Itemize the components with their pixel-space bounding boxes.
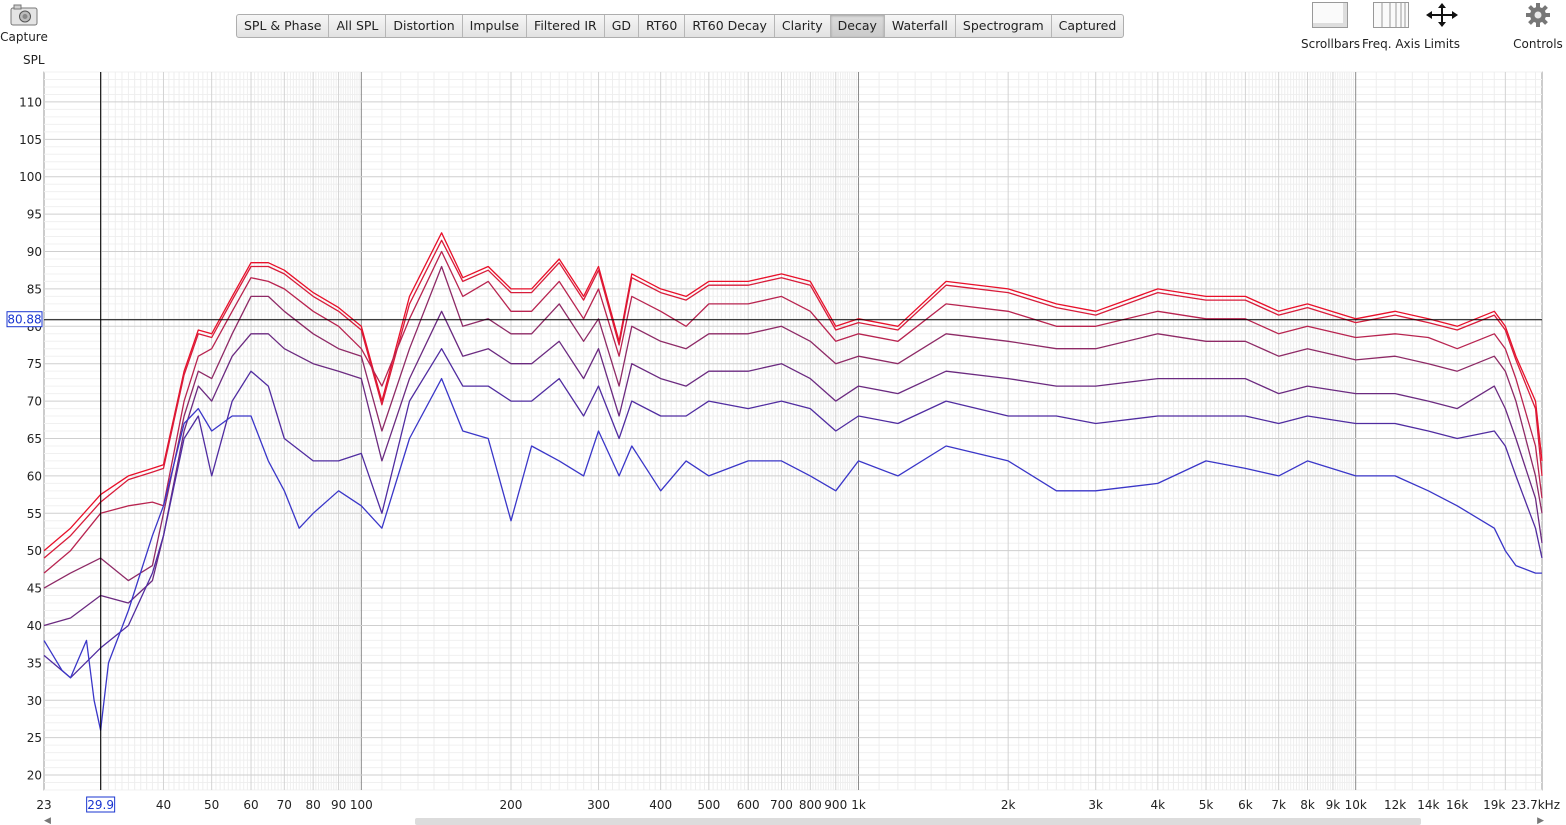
y-tick-label: 75 [27,357,42,371]
y-tick-label: 95 [27,208,42,222]
y-tick-label: 20 [27,769,42,783]
controls-label: Controls [1513,37,1563,51]
x-tick-label: 800 [799,798,822,812]
x-tick-label: 100 [350,798,373,812]
freq-axis-label: Freq. Axis [1362,37,1421,51]
freq-axis-button[interactable]: Freq. Axis [1362,2,1420,51]
x-tick-label: 5k [1199,798,1214,812]
decay-slice-line [43,377,1542,731]
x-tick-label: 70 [277,798,292,812]
decay-slice-line [43,232,1543,552]
x-tick-label: 50 [204,798,219,812]
scroll-left-arrow-icon[interactable]: ◀ [44,816,51,825]
x-tick-label: 400 [649,798,672,812]
x-tick-label: 500 [697,798,720,812]
y-tick-label: 70 [27,395,42,409]
limits-button[interactable]: Limits [1420,2,1464,51]
tab-rt60[interactable]: RT60 [639,15,686,37]
y-tick-label: 100 [19,170,42,184]
x-tick-label: 90 [331,798,346,812]
tab-all-spl[interactable]: All SPL [329,15,387,37]
y-tick-label: 45 [27,582,42,596]
decay-slice-line [43,265,1543,589]
tab-clarity[interactable]: Clarity [775,15,831,37]
x-tick-label: 7k [1271,798,1286,812]
x-tick-label: 200 [500,798,523,812]
y-axis-label: SPL [23,53,45,67]
x-tick-label: 19k [1483,798,1505,812]
capture-label: Capture [0,30,48,44]
x-tick-label: 40 [156,798,171,812]
tab-gd[interactable]: GD [605,15,640,37]
x-tick-label: 8k [1300,798,1315,812]
horizontal-scrollbar[interactable]: ◀ ▶ [44,815,1544,825]
x-tick-label: 6k [1238,798,1253,812]
scrollbars-toggle[interactable]: Scrollbars [1301,2,1361,51]
cursor-y-readout: 80.88 [7,313,41,327]
y-tick-label: 65 [27,432,42,446]
tab-rt60-decay[interactable]: RT60 Decay [685,15,775,37]
x-tick-label: 3k [1088,798,1103,812]
tab-captured[interactable]: Captured [1058,18,1117,33]
y-tick-label: 55 [27,507,42,521]
x-tick-label: 2k [1001,798,1016,812]
y-tick-label: 105 [19,133,42,147]
y-tick-label: 110 [19,95,42,109]
scroll-right-arrow-icon[interactable]: ▶ [1537,816,1544,825]
scrollbars-label: Scrollbars [1301,37,1361,51]
x-tick-label: 12k [1384,798,1406,812]
y-tick-label: 85 [27,282,42,296]
y-tick-label: 90 [27,245,42,259]
tab-impulse[interactable]: Impulse [463,15,528,37]
tab-filtered-ir[interactable]: Filtered IR [527,15,605,37]
y-tick-label: 35 [27,656,42,670]
x-tick-label: 700 [770,798,793,812]
x-tick-label: 23 [36,798,51,812]
scrollbars-icon [1312,2,1348,28]
decay-slice-line [43,239,1543,559]
cursor-x-readout: 29.9 [87,798,114,812]
y-tick-label: 30 [27,694,42,708]
tab-waterfall[interactable]: Waterfall [885,15,956,37]
tab-distortion[interactable]: Distortion [386,15,463,37]
decay-slice-line [43,348,1543,679]
cursor-y-readout-box [6,311,43,328]
tab-spl-phase[interactable]: SPL & Phase [237,15,330,37]
capture-button[interactable]: Capture [0,2,48,44]
decay-slice-line [43,310,1543,627]
y-tick-label: 25 [27,731,42,745]
x-tick-label: 14k [1417,798,1439,812]
y-tick-label: 50 [27,544,42,558]
x-tick-label: 300 [587,798,610,812]
x-tick-label: 1k [851,798,866,812]
x-tick-label: 9k [1326,798,1341,812]
x-tick-label: 4k [1151,798,1166,812]
cursor-x-readout-box [86,796,116,813]
decay-slice-line [43,250,1543,574]
limits-label: Limits [1424,37,1460,51]
y-tick-label: 40 [27,619,42,633]
x-tick-label: 60 [243,798,258,812]
x-tick-label: 600 [737,798,760,812]
limits-arrows-icon [1426,3,1458,27]
controls-button[interactable]: Controls [1512,2,1564,51]
x-tick-label: 23.7kHz [1511,798,1560,812]
tab-spectrogram[interactable]: Spectrogram [956,15,1052,37]
camera-icon [10,4,38,26]
freq-axis-icon [1373,2,1409,28]
x-tick-label: 10k [1345,798,1367,812]
decay-series-group [43,232,1543,731]
x-tick-label: 900 [824,798,847,812]
gear-icon [1526,3,1550,27]
scrollbar-thumb[interactable] [415,818,1421,825]
x-tick-label: 16k [1446,798,1468,812]
tab-decay[interactable]: Decay [830,15,885,37]
x-tick-label: 80 [306,798,321,812]
graph-tab-bar: SPL & Phase All SPL Distortion Impulse F… [236,14,1125,38]
y-tick-label: 60 [27,469,42,483]
